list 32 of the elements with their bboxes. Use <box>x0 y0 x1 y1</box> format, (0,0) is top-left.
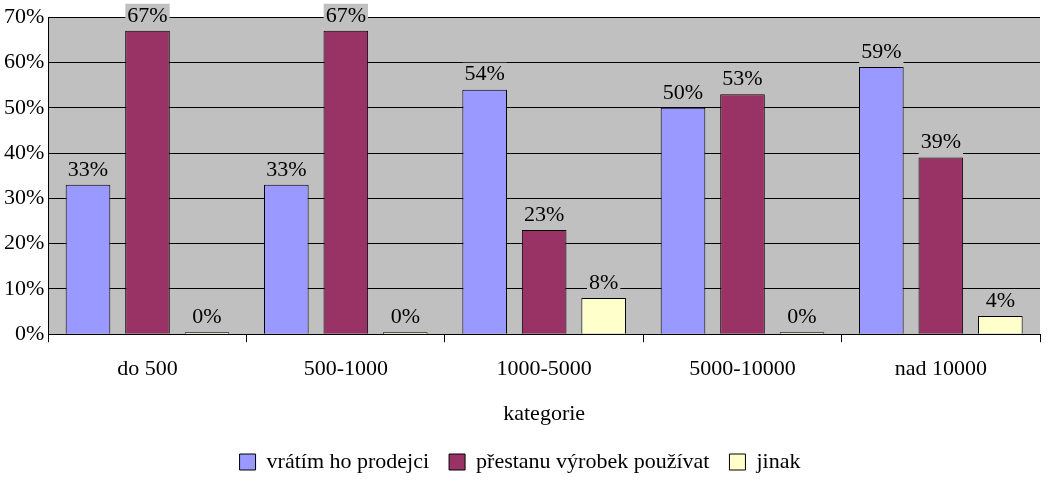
y-tick-label: 40% <box>4 138 45 164</box>
y-tick-label: 10% <box>4 274 45 300</box>
data-label: 4% <box>985 286 1015 312</box>
y-tick-label: 50% <box>4 93 45 119</box>
y-tick-label: 20% <box>4 229 45 255</box>
legend-label: vrátím ho prodejci <box>266 447 430 473</box>
y-tick-label: 30% <box>4 184 45 210</box>
data-label: 23% <box>524 200 565 226</box>
y-tick-label: 0% <box>15 319 45 345</box>
y-tick-label: 70% <box>4 2 45 28</box>
legend-label: přestanu výrobek používat <box>476 447 710 473</box>
x-axis-title: kategorie <box>503 399 586 425</box>
y-tick-label: 60% <box>4 48 45 74</box>
legend-label: jinak <box>755 447 801 473</box>
data-label: 39% <box>920 128 961 154</box>
data-label: 54% <box>464 60 505 86</box>
data-label: 33% <box>67 155 109 181</box>
data-label: 59% <box>861 37 902 63</box>
x-tick-label: 1000-5000 <box>496 355 592 381</box>
data-label: 50% <box>662 78 704 104</box>
data-label: 53% <box>722 64 763 90</box>
x-tick-label: nad 10000 <box>894 355 987 381</box>
data-label: 67% <box>127 1 168 27</box>
data-label: 0% <box>192 302 222 328</box>
data-label: 67% <box>325 1 366 27</box>
x-tick-label: do 500 <box>117 355 178 381</box>
x-tick-label: 5000-10000 <box>689 355 796 381</box>
data-label: 33% <box>266 155 307 181</box>
data-label: 8% <box>589 268 619 294</box>
x-tick-label: 500-1000 <box>303 355 388 381</box>
data-label: 0% <box>787 302 817 328</box>
data-label: 0% <box>390 302 420 328</box>
